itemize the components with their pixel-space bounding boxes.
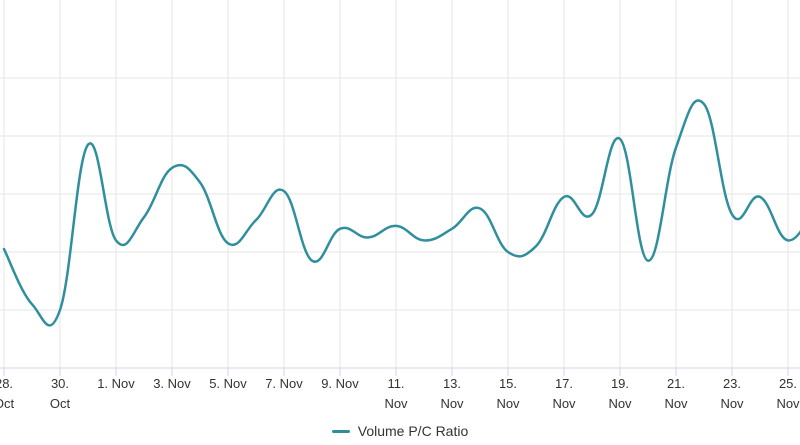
data-point[interactable] (112, 236, 120, 244)
x-tick-label-line: Oct (0, 396, 14, 411)
x-tick-label-line: 19. (611, 376, 629, 391)
series-line-volume-pc-ratio[interactable] (2, 99, 800, 327)
x-tick-label: 23. Nov (720, 376, 744, 411)
x-tick-label: 1. Nov (97, 376, 135, 391)
data-point[interactable] (252, 216, 260, 224)
data-point[interactable] (728, 210, 736, 218)
data-point[interactable] (224, 239, 232, 247)
grid (0, 0, 800, 368)
x-tick-label: 19. Nov (608, 376, 632, 411)
legend-swatch (331, 429, 350, 433)
x-tick-label-line: 11. (387, 376, 404, 391)
x-tick-label: 17. Nov (552, 376, 576, 411)
data-point[interactable] (700, 100, 708, 108)
x-tick-label: 30. Oct (50, 376, 71, 411)
x-tick-label-line: 30. (51, 376, 69, 391)
x-tick-label: 11. Nov (384, 376, 408, 411)
data-point[interactable] (168, 164, 176, 172)
legend: Volume P/C Ratio (0, 420, 800, 442)
x-tick-label-line: 21. (667, 376, 685, 391)
x-axis (0, 367, 800, 376)
data-point[interactable] (84, 141, 92, 149)
x-tick-label-line: Nov (384, 396, 408, 411)
x-tick-labels: 28. Oct 30. Oct 1. Nov 3. Nov 5. Nov 7. Nov 9. N… (0, 376, 800, 411)
x-tick-label-line: 3. Nov (153, 376, 191, 391)
x-tick-label: 13. Nov (440, 376, 464, 411)
data-point[interactable] (476, 205, 484, 213)
data-point[interactable] (644, 257, 652, 265)
data-point[interactable] (28, 300, 36, 308)
x-tick-label: 3. Nov (153, 376, 191, 391)
x-tick-label-line: 9. Nov (321, 376, 359, 391)
data-point[interactable] (448, 225, 456, 233)
line-chart: 28. Oct 30. Oct 1. Nov 3. Nov 5. Nov 7. Nov 9. N… (0, 0, 800, 411)
x-tick-label: 28. Oct (0, 376, 14, 411)
x-tick-label-line: Nov (440, 396, 464, 411)
series-layer (0, 99, 800, 327)
x-tick-label-line: 7. Nov (265, 376, 303, 391)
data-point[interactable] (0, 245, 8, 253)
data-point[interactable] (532, 242, 540, 250)
legend-label: Volume P/C Ratio (357, 423, 469, 439)
x-tick-label-line: 28. (0, 376, 13, 391)
x-tick-label-line: 1. Nov (97, 376, 135, 391)
x-tick-label: 9. Nov (321, 376, 359, 391)
data-point[interactable] (784, 236, 792, 244)
data-point[interactable] (420, 236, 428, 244)
x-tick-label: 15. Nov (496, 376, 520, 411)
data-point[interactable] (616, 135, 624, 143)
data-point[interactable] (280, 187, 288, 195)
x-tick-label-line: 13. (443, 376, 461, 391)
data-point[interactable] (56, 306, 64, 314)
data-point[interactable] (672, 144, 680, 152)
data-point[interactable] (140, 213, 148, 221)
x-tick-label-line: 23. (723, 376, 741, 391)
x-tick-label-line: 15. (499, 376, 517, 391)
data-point[interactable] (336, 225, 344, 233)
x-tick-label-line: 17. (555, 376, 573, 391)
data-point[interactable] (588, 210, 596, 218)
x-tick-label-line: 25. (779, 376, 797, 391)
x-tick-label-line: Nov (776, 396, 800, 411)
x-tick-label: 5. Nov (209, 376, 247, 391)
x-tick-label-line: Nov (720, 396, 744, 411)
x-tick-label-line: Nov (496, 396, 520, 411)
data-point[interactable] (308, 257, 316, 265)
x-tick-label: 25. Nov (776, 376, 800, 411)
x-tick-label-line: Nov (664, 396, 688, 411)
data-point[interactable] (392, 222, 400, 230)
x-tick-label-line: Nov (608, 396, 632, 411)
data-point[interactable] (756, 193, 764, 201)
data-point[interactable] (504, 248, 512, 256)
x-tick-label-line: Nov (552, 396, 576, 411)
x-tick-label-line: 5. Nov (209, 376, 247, 391)
data-point[interactable] (364, 234, 372, 242)
data-point[interactable] (196, 178, 204, 186)
x-tick-label: 7. Nov (265, 376, 303, 391)
legend-item-volume-pc-ratio[interactable]: Volume P/C Ratio (331, 423, 469, 439)
data-point[interactable] (560, 193, 568, 201)
x-tick-label-line: Oct (50, 396, 71, 411)
x-tick-label: 21. Nov (664, 376, 688, 411)
